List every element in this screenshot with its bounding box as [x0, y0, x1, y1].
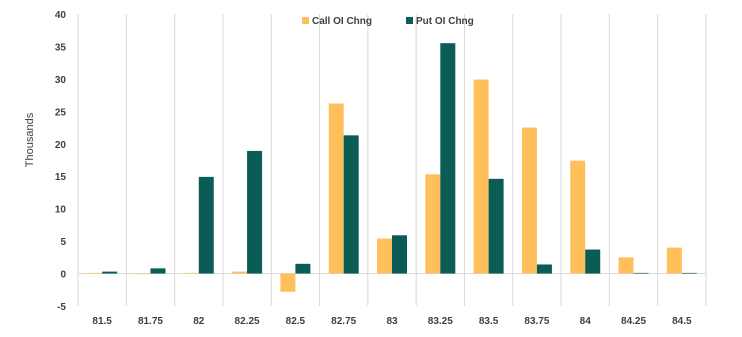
x-tick-label: 81.75	[138, 316, 163, 327]
x-tick-label: 83.5	[479, 316, 499, 327]
call-oi-bar	[521, 127, 537, 274]
call-oi-bar	[570, 160, 586, 274]
put-oi-bar	[343, 135, 359, 274]
y-tick-label: 15	[55, 172, 67, 183]
bars	[87, 43, 697, 292]
x-tick-label: 83.75	[524, 316, 549, 327]
y-tick-label: -5	[57, 302, 66, 313]
legend-item-put: Put OI Chng	[406, 16, 474, 27]
call-oi-bar	[328, 103, 344, 274]
put-oi-bar	[633, 272, 649, 274]
y-tick-label: 20	[55, 140, 67, 151]
y-tick-label: 10	[55, 205, 67, 216]
x-tick-label: 83	[386, 316, 398, 327]
x-tick-label: 84.5	[672, 316, 692, 327]
x-tick-label: 82.25	[235, 316, 260, 327]
put-oi-bar	[585, 249, 601, 274]
put-oi-bar	[488, 178, 504, 274]
x-tick-label: 81.5	[92, 316, 112, 327]
call-oi-bar	[280, 273, 296, 292]
x-tick-label: 84.25	[621, 316, 646, 327]
y-tick-label: 40	[55, 10, 67, 21]
put-oi-bar	[247, 150, 263, 274]
call-oi-bar	[666, 247, 682, 274]
y-tick-label: 0	[60, 270, 66, 281]
call-oi-bar	[232, 271, 248, 274]
put-oi-bar	[440, 43, 456, 274]
put-oi-bar	[392, 235, 407, 274]
put-oi-bar	[295, 263, 311, 274]
legend-swatch	[406, 17, 413, 24]
call-oi-bar	[135, 273, 151, 275]
x-tick-label: 84	[580, 316, 592, 327]
legend-label: Call OI Chng	[312, 16, 372, 27]
x-tick-label: 82	[193, 316, 205, 327]
grid-lines	[77, 14, 707, 306]
legend-swatch	[302, 17, 309, 24]
y-tick-label: 5	[60, 237, 66, 248]
put-oi-bar	[681, 272, 697, 274]
call-oi-bar	[618, 257, 634, 274]
y-tick-label: 25	[55, 107, 67, 118]
put-oi-bar	[536, 264, 552, 274]
call-oi-bar	[377, 238, 392, 274]
x-tick-label: 82.75	[331, 316, 356, 327]
legend-item-call: Call OI Chng	[302, 16, 372, 27]
put-oi-bar	[150, 268, 166, 274]
call-oi-bar	[87, 272, 103, 274]
call-oi-bar	[425, 174, 441, 274]
y-axis-title: Thousands	[24, 112, 36, 167]
x-tick-label: 82.5	[286, 316, 306, 327]
tick-labels: -5 0 5 10 15 20 25 30 35 40 81.5 81.75 82 82.25 82.5 82…	[55, 10, 692, 327]
put-oi-bar	[198, 176, 214, 274]
call-oi-bar	[473, 79, 489, 274]
legend: Call OI Chng Put OI Chng	[302, 16, 474, 27]
legend-label: Put OI Chng	[416, 16, 474, 27]
call-oi-bar	[183, 272, 199, 274]
x-tick-label: 83.25	[428, 316, 453, 327]
put-oi-bar	[102, 271, 118, 274]
y-tick-label: 30	[55, 75, 67, 86]
y-tick-label: 35	[55, 42, 67, 53]
